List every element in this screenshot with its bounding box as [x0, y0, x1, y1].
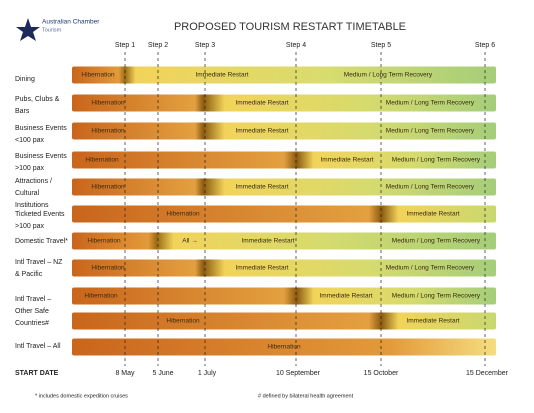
row-label: Pubs, Clubs & — [15, 96, 60, 103]
step-date: 8 May — [115, 370, 135, 377]
step-label: Step 6 — [475, 42, 495, 49]
segment-label: Medium / Long Term Recovery — [392, 238, 481, 245]
segment-label: Immediate Restart — [235, 100, 288, 107]
title: PROPOSED TOURISM RESTART TIMETABLE — [174, 21, 406, 33]
step-label: Step 1 — [115, 42, 135, 49]
row-label: Ticketed Events — [15, 211, 65, 218]
segment-label: Immediate Restart — [406, 211, 459, 218]
segment-label: Immediate Restart — [235, 265, 288, 272]
segment-label: Immediate Restart — [195, 72, 248, 79]
step-date: 15 December — [466, 370, 509, 377]
segment-label: Hibernation — [267, 344, 301, 351]
bar — [72, 338, 496, 356]
segment-label: Immediate Restart — [235, 184, 288, 191]
step-label: Step 5 — [371, 42, 391, 49]
bar — [72, 151, 496, 169]
segment-label: Hibernation — [91, 100, 125, 107]
logo-text: Australian Chamber — [42, 19, 100, 26]
segment-label: Immediate Restart — [235, 128, 288, 135]
start-date-label: START DATE — [15, 370, 59, 377]
bar — [72, 94, 496, 112]
segment-label: Medium / Long Term Recovery — [392, 157, 481, 164]
segment-label: Hibernation — [85, 157, 119, 164]
row-label: Business Events — [15, 125, 67, 132]
row-label: Intl Travel – NZ — [15, 259, 63, 266]
row-label: <100 pax — [15, 137, 44, 144]
segment-label: Medium / Long Term Recovery — [392, 293, 481, 300]
segment-label: Hibernation — [81, 72, 115, 79]
row-label: Attractions / — [15, 178, 52, 185]
step-label: Step 2 — [148, 42, 168, 49]
row-label: Cultural — [15, 190, 40, 197]
segment-label: Hibernation — [166, 211, 200, 218]
step-date: 5 June — [152, 370, 173, 377]
segment-label: Medium / Long Term Recovery — [344, 72, 433, 79]
segment-label: Medium / Long Term Recovery — [386, 265, 475, 272]
row-label: Intl Travel – — [15, 296, 51, 303]
bar — [72, 66, 496, 84]
step-label: Step 3 — [195, 42, 215, 49]
row-label: Countries# — [15, 320, 49, 327]
row-label: Institutions — [15, 202, 49, 209]
segment-label: Hibernation — [87, 238, 121, 245]
bar — [72, 259, 496, 277]
step-date: 15 October — [364, 370, 399, 377]
bar — [72, 312, 496, 330]
segment-label: Medium / Long Term Recovery — [386, 128, 475, 135]
segment-label: Immediate Restart — [241, 238, 294, 245]
step-label: Step 4 — [286, 42, 306, 49]
row-label: Bars — [15, 108, 30, 115]
bar — [72, 178, 496, 196]
segment-label: Hibernation — [166, 318, 200, 325]
bar — [72, 287, 496, 305]
segment-label: Hibernation — [91, 128, 125, 135]
step-date: 10 September — [276, 370, 321, 377]
segment-label: Hibernation — [91, 184, 125, 191]
step-date: 1 July — [198, 370, 217, 377]
row-label: >100 pax — [15, 165, 44, 172]
segment-label: Immediate Restart — [320, 157, 373, 164]
bar — [72, 232, 496, 250]
segment-label: All → — [182, 238, 198, 245]
segment-label: Hibernation — [84, 293, 118, 300]
segment-label: Immediate Restart — [319, 293, 372, 300]
row-label: Domestic Travel* — [15, 238, 68, 245]
row-label: & Pacific — [15, 271, 43, 278]
row-label: Intl Travel – All — [15, 343, 61, 350]
logo-text: Tourism — [42, 27, 62, 33]
segment-label: Medium / Long Term Recovery — [386, 100, 475, 107]
segment-label: Hibernation — [91, 265, 125, 272]
segment-label: Immediate Restart — [406, 318, 459, 325]
bar — [72, 122, 496, 140]
row-label: Business Events — [15, 153, 67, 160]
footnote: # defined by bilateral health agreement — [258, 393, 354, 399]
row-label: >100 pax — [15, 223, 44, 230]
segment-label: Medium / Long Term Recovery — [386, 184, 475, 191]
bar — [72, 205, 496, 223]
footnote: * includes domestic expedition cruises — [35, 393, 128, 399]
row-label: Other Safe — [15, 308, 49, 315]
row-label: Dining — [15, 76, 35, 83]
logo-star — [16, 18, 40, 41]
